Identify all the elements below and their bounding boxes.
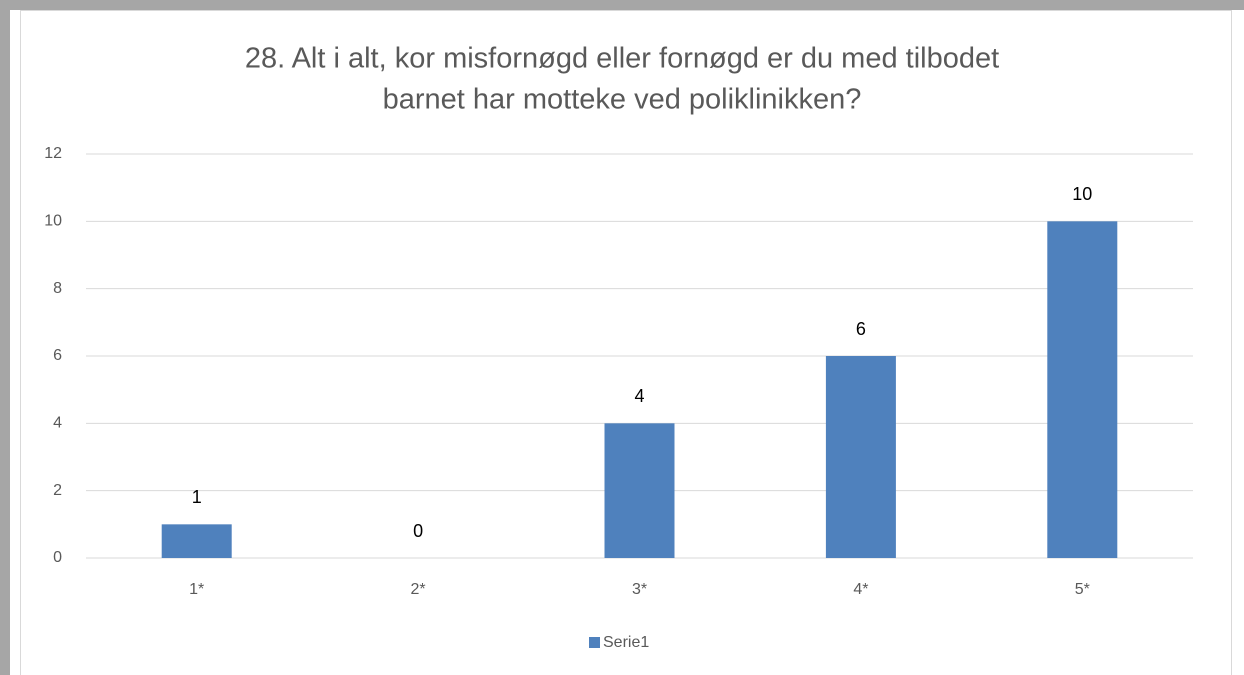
bar bbox=[825, 356, 896, 558]
x-tick-label: 5* bbox=[1075, 581, 1090, 598]
legend-swatch bbox=[589, 637, 600, 648]
x-tick-label: 3* bbox=[632, 581, 647, 598]
chart-title: 28. Alt i alt, kor misfornøgd eller forn… bbox=[245, 43, 999, 75]
left-bar bbox=[0, 0, 10, 675]
data-label: 10 bbox=[1072, 184, 1092, 204]
bar bbox=[1047, 221, 1118, 559]
y-tick-label: 2 bbox=[53, 482, 62, 499]
x-tick-label: 2* bbox=[411, 581, 426, 598]
x-tick-label: 4* bbox=[853, 581, 868, 598]
chart-title: barnet har motteke ved poliklinikken? bbox=[383, 84, 862, 116]
y-tick-label: 8 bbox=[53, 280, 62, 297]
bar bbox=[604, 423, 675, 558]
data-label: 1 bbox=[192, 487, 202, 507]
top-bar bbox=[0, 0, 1244, 10]
data-label: 4 bbox=[634, 386, 644, 406]
legend-label: Serie1 bbox=[603, 634, 649, 651]
y-tick-label: 12 bbox=[44, 145, 62, 162]
bar bbox=[161, 524, 232, 558]
data-label: 0 bbox=[413, 521, 423, 541]
y-tick-label: 10 bbox=[44, 213, 62, 230]
chart-frame bbox=[20, 10, 1232, 675]
y-tick-label: 0 bbox=[53, 549, 62, 566]
y-tick-label: 6 bbox=[53, 347, 62, 364]
data-label: 6 bbox=[856, 319, 866, 339]
y-tick-label: 4 bbox=[53, 415, 62, 432]
x-tick-label: 1* bbox=[189, 581, 204, 598]
